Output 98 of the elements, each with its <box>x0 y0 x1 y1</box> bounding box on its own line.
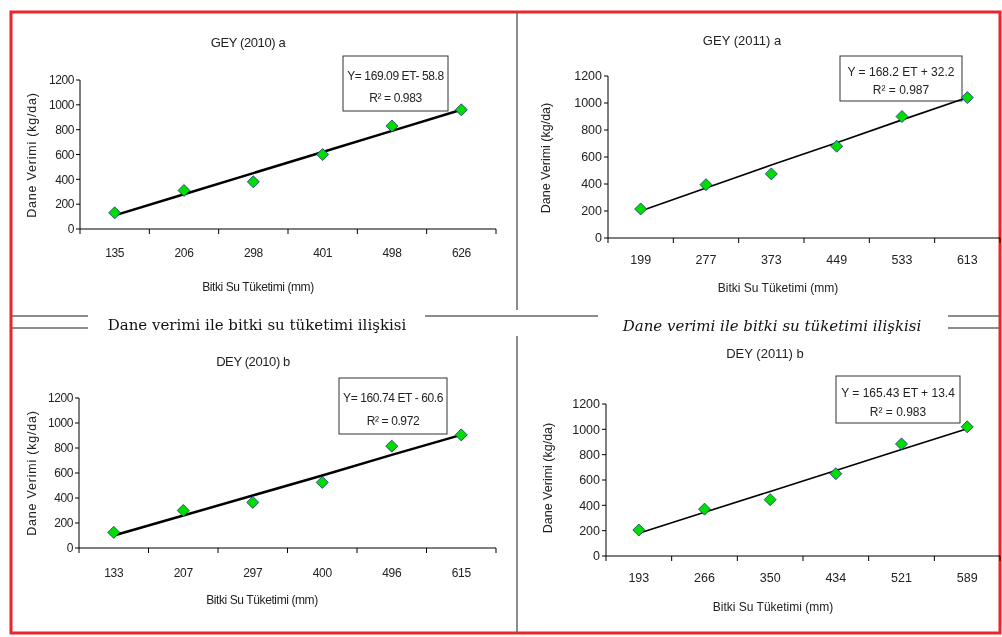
x-tick-label: 496 <box>382 566 402 580</box>
x-tick-label: 350 <box>759 571 781 585</box>
text: Y = 165.43 ET + 13.4 <box>841 386 956 401</box>
x-tick-label: 193 <box>628 571 650 585</box>
y-tick-label: 400 <box>54 491 74 506</box>
chart-title: GEY (2010) a <box>210 35 287 50</box>
x-tick-label: 401 <box>313 246 333 260</box>
y-tick-label: 1000 <box>48 98 75 113</box>
y-tick-label: 1200 <box>47 391 74 406</box>
x-tick-label: 521 <box>891 571 912 585</box>
y-tick-label: 600 <box>55 147 75 162</box>
x-tick-label: 298 <box>243 246 264 260</box>
y-tick-label: 200 <box>54 516 74 531</box>
x-axis-title: Bitki Su Tüketimi (mm) <box>206 593 319 607</box>
annotation: R² = 0.983 <box>369 91 423 105</box>
y-tick-label: 800 <box>54 441 74 456</box>
point <box>699 178 713 192</box>
y-tick-label: 0 <box>593 549 601 564</box>
x-tick-label: 449 <box>826 253 848 267</box>
x-tick-label: 434 <box>825 571 847 585</box>
annotation: R² = 0.987 <box>872 83 930 98</box>
x-tick-label: 498 <box>382 246 403 260</box>
point <box>698 502 711 516</box>
y-tick-label: 1200 <box>574 69 603 84</box>
point <box>454 428 468 442</box>
chart-title: GEY (2011) a <box>702 33 782 48</box>
x-tick-label: 135 <box>105 246 125 260</box>
y-tick-label: 400 <box>581 177 603 192</box>
y-tick-label: 400 <box>55 172 75 187</box>
y-axis-title: Dane Verimi (kg/da) <box>539 102 553 214</box>
y-tick-label: 0 <box>67 222 75 237</box>
y-tick-label: 0 <box>595 231 603 246</box>
x-tick-label: 373 <box>760 253 782 267</box>
y-axis-title: Dane Verimi (kg/da) <box>541 422 555 534</box>
y-tick-label: 1200 <box>572 397 601 412</box>
point <box>246 175 260 189</box>
annotation: Y= 169.09 ET- 58.8 <box>347 69 445 83</box>
point <box>829 467 843 481</box>
y-tick-label: 200 <box>579 524 601 539</box>
point <box>960 91 974 104</box>
y-tick-label: 600 <box>579 473 601 488</box>
y-tick-label: 600 <box>54 466 74 481</box>
chart-title: DEY (2011) b <box>726 346 804 361</box>
x-tick-label: 400 <box>312 566 333 580</box>
y-tick-label: 600 <box>581 150 603 165</box>
point <box>176 504 190 517</box>
x-tick-label: 199 <box>630 253 652 267</box>
x-tick-label: 297 <box>243 566 263 580</box>
point <box>830 139 844 153</box>
point <box>385 439 399 453</box>
x-tick-label: 533 <box>891 253 913 267</box>
y-tick-label: 1000 <box>572 422 601 437</box>
x-axis-title: Bitki Su Tüketimi (mm) <box>717 281 839 295</box>
point <box>763 493 777 507</box>
point <box>454 103 468 117</box>
y-tick-label: 800 <box>55 122 75 137</box>
point <box>246 495 260 509</box>
point <box>385 119 399 133</box>
annotation: R² = 0.983 <box>869 404 927 419</box>
point <box>960 420 974 434</box>
x-axis-title: Bitki Su Tüketimi (mm) <box>712 600 834 614</box>
x-tick-label: 277 <box>695 253 717 267</box>
y-tick-label: 1000 <box>47 416 74 431</box>
point <box>764 167 778 181</box>
chart-title: DEY (2010) b <box>216 354 291 369</box>
point <box>895 437 908 451</box>
point <box>634 202 648 216</box>
y-tick-label: 800 <box>579 448 601 463</box>
y-tick-label: 200 <box>55 197 75 212</box>
x-tick-label: 613 <box>956 253 978 267</box>
annotation: Y = 168.2 ET + 32.2 <box>847 65 955 80</box>
x-tick-label: 266 <box>694 571 715 585</box>
y-axis-title: Dane Verimi (kg/da) <box>25 92 39 218</box>
x-axis-title: Bitki Su Tüketimi (mm) <box>202 280 315 294</box>
x-tick-label: 615 <box>451 566 472 580</box>
point <box>177 184 191 197</box>
x-tick-label: 207 <box>173 566 194 580</box>
x-tick-label: 206 <box>174 246 195 260</box>
point <box>316 148 330 161</box>
y-tick-label: 0 <box>66 541 74 556</box>
y-tick-label: 200 <box>581 204 603 219</box>
text: Dane verimi ile bitki su tüketimi ilişkisi <box>107 316 407 334</box>
point <box>315 475 329 489</box>
y-axis-title: Dane Verimi (kg/da) <box>25 410 39 536</box>
y-tick-label: 1000 <box>574 96 603 111</box>
annotation: Y= 160.74 ET - 60.6 <box>343 391 444 406</box>
point <box>895 110 909 123</box>
point <box>108 206 122 220</box>
point <box>107 525 121 539</box>
x-tick-label: 133 <box>104 566 124 580</box>
x-tick-label: 589 <box>956 571 978 585</box>
y-tick-label: 800 <box>581 123 603 138</box>
x-tick-label: 626 <box>451 246 472 260</box>
point <box>632 523 646 537</box>
y-tick-label: 400 <box>579 498 601 513</box>
annotation: R² = 0.972 <box>366 413 420 428</box>
text: Dane verimi ile bitki su tüketimi ilişkisi <box>621 317 922 335</box>
y-tick-label: 1200 <box>48 73 75 88</box>
